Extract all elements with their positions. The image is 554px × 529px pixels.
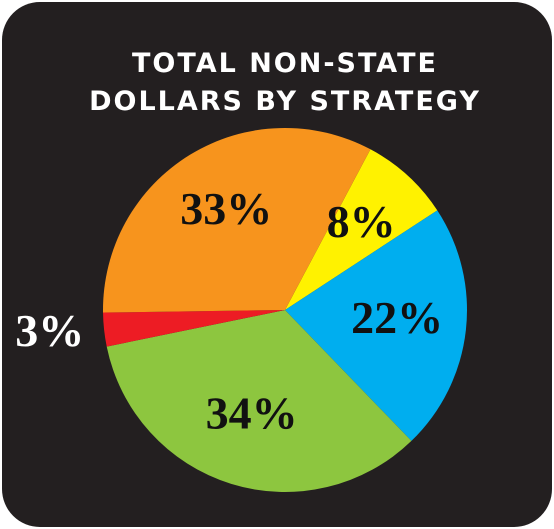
chart-title-line: TOTAL NON-STATE xyxy=(132,48,438,79)
chart-title-line: DOLLARS BY STRATEGY xyxy=(89,86,481,117)
pie-slice xyxy=(285,149,438,310)
pie-slice xyxy=(103,310,286,347)
data-label: 3% xyxy=(15,305,84,356)
pie-slice xyxy=(106,310,412,492)
data-label: 33% xyxy=(180,183,272,234)
data-label: 22% xyxy=(351,292,443,343)
data-label: 8% xyxy=(327,196,396,247)
pie-slice xyxy=(285,210,467,441)
pie-slice xyxy=(103,128,371,313)
data-label: 34% xyxy=(206,387,298,438)
